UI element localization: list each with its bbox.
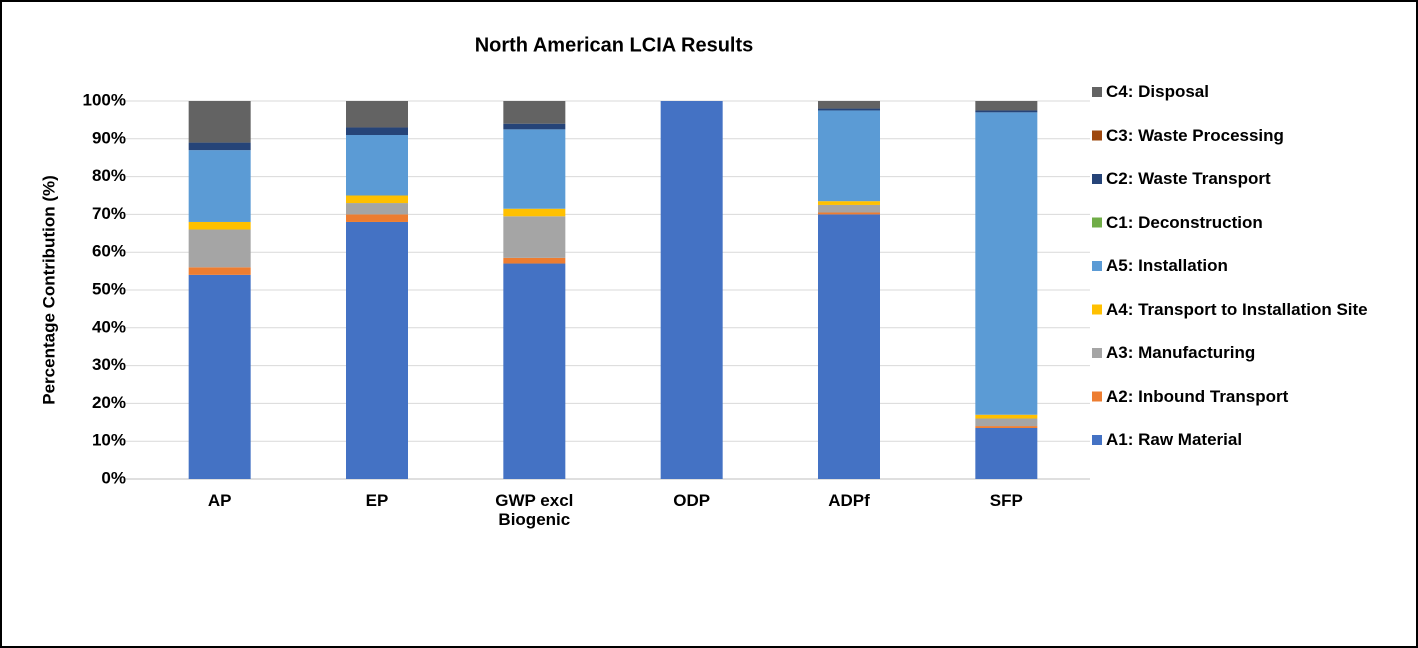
- bar-segment: [188, 150, 251, 222]
- y-tick-label: 80%: [92, 166, 126, 185]
- x-tick-label: GWP excl Biogenic: [495, 491, 574, 529]
- bar-segment: [346, 195, 408, 204]
- bar-segment: [818, 110, 880, 202]
- legend-label: C4: Disposal: [1106, 82, 1209, 101]
- y-tick-label: 40%: [92, 317, 126, 336]
- bar-segment: [975, 414, 1038, 419]
- bar-segment: [346, 214, 408, 222]
- y-tick-label: 100%: [83, 90, 126, 109]
- legend-swatch: [1092, 348, 1102, 358]
- bar-segment: [818, 101, 880, 109]
- legend-label: A2: Inbound Transport: [1106, 386, 1289, 406]
- bar-segment: [188, 229, 251, 268]
- x-tick-label: ODP: [673, 491, 711, 510]
- y-tick-label: 60%: [92, 242, 126, 261]
- legend-swatch: [1092, 87, 1102, 97]
- bar-segment: [503, 216, 566, 258]
- x-tick-label: AP: [207, 491, 232, 510]
- y-tick-label: 50%: [92, 279, 126, 298]
- bar-segment: [346, 203, 408, 215]
- bar-segment: [346, 127, 408, 136]
- legend-label: A1: Raw Material: [1106, 430, 1243, 449]
- bar-segment: [975, 110, 1038, 113]
- bar-segment: [503, 263, 566, 479]
- bar-segment: [818, 212, 880, 215]
- bar-segment: [975, 418, 1038, 427]
- bar-segment: [346, 101, 408, 128]
- legend-label: C2: Waste Transport: [1106, 169, 1271, 188]
- x-tick-label: ADPf: [828, 491, 870, 510]
- bar-segment: [346, 135, 408, 196]
- y-tick-label: 30%: [92, 355, 126, 374]
- bar-segment: [503, 101, 566, 124]
- legend-swatch: [1092, 217, 1102, 228]
- bar-segment: [503, 123, 566, 130]
- legend-swatch: [1092, 304, 1102, 315]
- bar-segment: [818, 204, 880, 213]
- legend-label: C1: Deconstruction: [1106, 212, 1263, 232]
- bar-segment: [818, 214, 880, 479]
- legend-label: C3: Waste Processing: [1106, 125, 1284, 145]
- bar-segment: [818, 201, 880, 205]
- bar-segment: [503, 257, 566, 264]
- y-tick-label: 70%: [92, 204, 126, 223]
- x-tick-label: EP: [365, 491, 389, 510]
- bar-segment: [503, 208, 566, 217]
- legend-swatch: [1092, 261, 1102, 271]
- legend-swatch: [1092, 174, 1102, 184]
- bar-segment: [188, 267, 251, 275]
- legend-label: A4: Transport to Installation Site: [1106, 299, 1368, 319]
- bar-segment: [188, 142, 251, 151]
- bar-segment: [188, 101, 251, 143]
- bar-segment: [975, 426, 1038, 428]
- legend-label: A3: Manufacturing: [1106, 343, 1256, 362]
- legend-swatch: [1092, 435, 1102, 445]
- bar-segment: [660, 101, 723, 479]
- y-tick-label: 90%: [92, 128, 126, 147]
- legend-label: A5: Installation: [1106, 256, 1228, 275]
- y-tick-label: 0%: [101, 468, 126, 487]
- bar-segment: [975, 112, 1038, 415]
- bar-segment: [346, 221, 408, 479]
- bar-segment: [818, 108, 880, 111]
- legend-swatch: [1092, 391, 1102, 402]
- bar-segment: [975, 427, 1038, 479]
- bar-segment: [975, 101, 1038, 111]
- legend-swatch: [1092, 130, 1102, 141]
- bar-segment: [188, 274, 251, 479]
- y-axis-label: Percentage Contribution (%): [39, 175, 58, 405]
- x-tick-label: SFP: [989, 491, 1023, 510]
- bar-segment: [503, 129, 566, 209]
- bar-segment: [188, 221, 251, 230]
- chart-title: North American LCIA Results: [475, 34, 754, 56]
- y-tick-label: 10%: [92, 431, 126, 450]
- y-tick-label: 20%: [92, 393, 126, 412]
